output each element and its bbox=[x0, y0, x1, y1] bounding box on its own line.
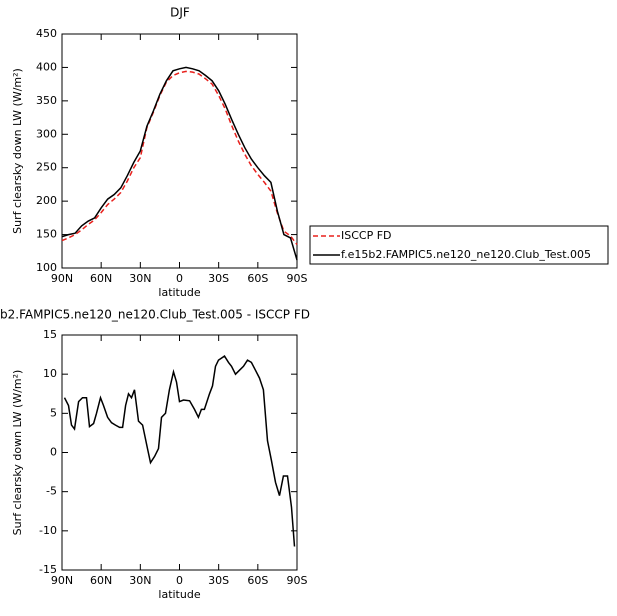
data-line bbox=[61, 70, 298, 246]
y-tick-label: 5 bbox=[50, 406, 57, 419]
x-tick-label: 90N bbox=[51, 272, 73, 285]
y-tick-label: 450 bbox=[36, 27, 57, 40]
x-tick-label: 60S bbox=[247, 272, 268, 285]
x-tick-label: 90S bbox=[287, 272, 308, 285]
y-tick-label: 250 bbox=[36, 161, 57, 174]
x-tick-label: 60N bbox=[90, 272, 112, 285]
x-tick-label: 90S bbox=[287, 574, 308, 587]
x-tick-label: 60N bbox=[90, 574, 112, 587]
y-tick-label: 15 bbox=[43, 328, 57, 341]
y-tick-label: -10 bbox=[39, 524, 57, 537]
x-tick-label: 0 bbox=[176, 272, 183, 285]
x-tick-label: 30S bbox=[208, 574, 229, 587]
y-tick-label: 300 bbox=[36, 127, 57, 140]
x-axis-label: latitude bbox=[158, 588, 200, 601]
x-tick-label: 30N bbox=[129, 574, 151, 587]
y-axis-label: Surf clearsky down LW (W/m²) bbox=[11, 68, 24, 234]
data-line bbox=[63, 355, 296, 547]
y-tick-label: 200 bbox=[36, 194, 57, 207]
chart-title: DJF bbox=[170, 6, 190, 20]
x-tick-label: 90N bbox=[51, 574, 73, 587]
x-tick-label: 30S bbox=[208, 272, 229, 285]
y-tick-label: 10 bbox=[43, 367, 57, 380]
y-tick-label: -5 bbox=[46, 485, 57, 498]
chart-title: b2.FAMPIC5.ne120_ne120.Club_Test.005 - I… bbox=[0, 308, 310, 322]
legend-box bbox=[309, 225, 609, 265]
y-tick-label: 400 bbox=[36, 60, 57, 73]
y-axis-label: Surf clearsky down LW (W/m²) bbox=[11, 370, 24, 536]
data-line bbox=[61, 66, 298, 261]
x-tick-label: 30N bbox=[129, 272, 151, 285]
y-tick-label: 0 bbox=[50, 446, 57, 459]
x-axis-label: latitude bbox=[158, 286, 200, 299]
legend-label: f.e15b2.FAMPIC5.ne120_ne120.Club_Test.00… bbox=[341, 248, 591, 261]
x-tick-label: 0 bbox=[176, 574, 183, 587]
y-tick-label: 150 bbox=[36, 228, 57, 241]
y-tick-label: 350 bbox=[36, 94, 57, 107]
x-tick-label: 60S bbox=[247, 574, 268, 587]
legend-label: ISCCP FD bbox=[341, 229, 392, 242]
y-tick-label: 100 bbox=[36, 261, 57, 274]
y-tick-label: -15 bbox=[39, 563, 57, 576]
plot-frame bbox=[61, 334, 298, 571]
